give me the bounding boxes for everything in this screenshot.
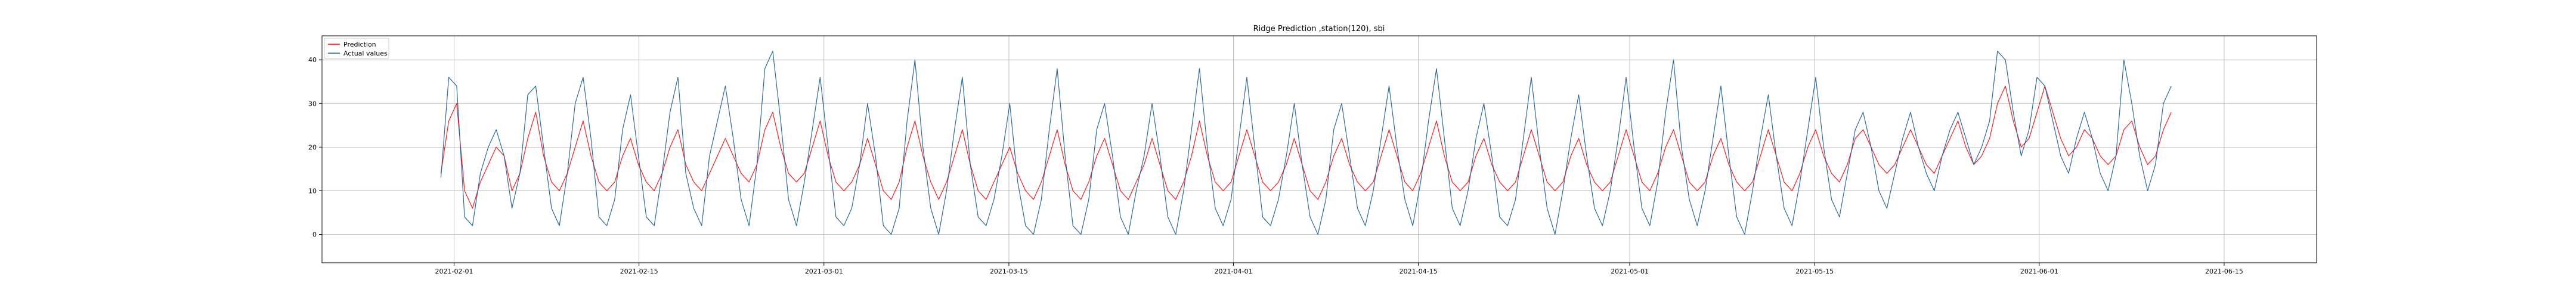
x-tick-label: 2021-04-01 <box>1215 268 1253 275</box>
x-tick-label: 2021-02-01 <box>435 268 473 275</box>
x-tick-label: 2021-03-15 <box>990 268 1028 275</box>
x-tick-label: 2021-02-15 <box>620 268 658 275</box>
y-tick-label: 10 <box>308 187 317 195</box>
y-tick-label: 40 <box>308 56 317 64</box>
axis-ticks: 2021-02-01 2021-02-15 2021-03-01 2021-03-15… <box>308 56 2243 275</box>
x-tick-label: 2021-04-15 <box>1400 268 1438 275</box>
grid-lines <box>322 36 2317 263</box>
plot-frame <box>321 35 2317 263</box>
y-tick-label: 20 <box>308 143 317 151</box>
x-tick-label: 2021-03-01 <box>805 268 843 275</box>
legend-label-prediction: Prediction <box>343 41 376 48</box>
x-tick-label: 2021-06-01 <box>2020 268 2058 275</box>
legend-box <box>324 38 389 59</box>
legend: Prediction Actual values <box>324 38 389 59</box>
legend-label-actual-values: Actual values <box>343 50 388 57</box>
x-tick-label: 2021-05-15 <box>1795 268 1834 275</box>
series-line-actual-values <box>440 50 2172 235</box>
x-tick-label: 2021-06-15 <box>2205 268 2243 275</box>
y-tick-label: 30 <box>308 100 317 108</box>
x-tick-label: 2021-05-01 <box>1611 268 1649 275</box>
y-tick-label: 0 <box>312 231 317 239</box>
chart-title: Ridge Prediction ,station(120), sbi <box>1253 24 1385 33</box>
series-line-prediction <box>440 85 2172 209</box>
series-lines <box>440 50 2172 235</box>
